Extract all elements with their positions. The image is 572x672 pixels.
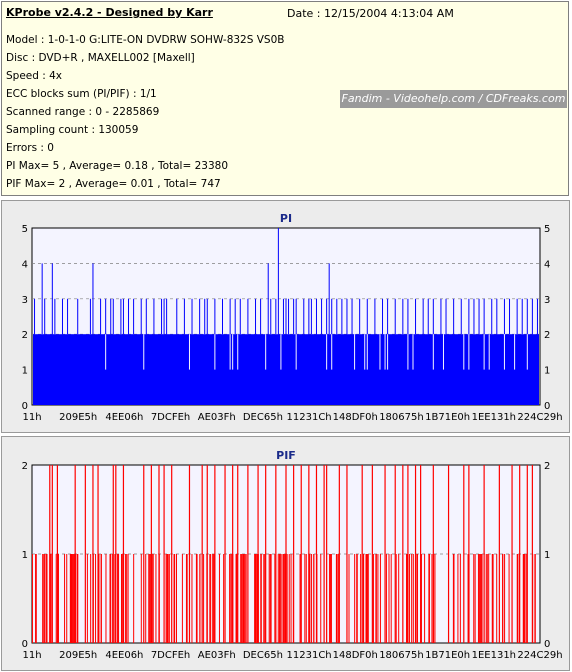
pif-chart-panel: PIF 0 0 1 1 2 2 11h 209E5h 4EE06h 7DCFEh AE03Fh DEC6… bbox=[1, 436, 570, 671]
x-tick-label: 148DF0h bbox=[333, 412, 378, 423]
pi-chart-panel: PI 0 0 1 1 2 2 3 3 4 4 5 5 11h 209E5h 4EE06h 7DCFEh AE03F… bbox=[1, 200, 570, 433]
x-tick-label: DEC65h bbox=[243, 412, 283, 423]
info-pi-stats: PI Max= 5 , Average= 0.18 , Total= 23380 bbox=[6, 160, 229, 172]
x-tick-label: 11h bbox=[22, 650, 41, 661]
y-tick-label-left: 0 bbox=[22, 639, 28, 650]
y-tick-label-right: 0 bbox=[544, 639, 550, 650]
x-tick-label: 11231Ch bbox=[287, 650, 332, 661]
info-ecc: ECC blocks sum (PI/PIF) : 1/1 bbox=[6, 88, 157, 100]
pif-chart: PIF 0 0 1 1 2 2 11h 209E5h 4EE06h 7DCFEh AE03Fh DEC6… bbox=[22, 449, 563, 661]
x-tick-label: 4EE06h bbox=[105, 412, 143, 423]
y-tick-label-left: 0 bbox=[22, 401, 28, 412]
y-tick-label-left: 1 bbox=[22, 366, 28, 377]
y-tick-label-left: 1 bbox=[22, 550, 28, 561]
y-tick-label-right: 0 bbox=[544, 401, 550, 412]
y-tick-label-right: 4 bbox=[544, 259, 550, 270]
x-tick-label: 1EE131h bbox=[472, 412, 516, 423]
pi-chart: PI 0 0 1 1 2 2 3 3 4 4 5 5 11h 209E5h 4EE06h 7DCFEh AE03F… bbox=[22, 212, 563, 423]
info-disc: Disc : DVD+R , MAXELL002 [Maxell] bbox=[6, 52, 195, 64]
x-tick-label: 7DCFEh bbox=[151, 650, 190, 661]
app-title: KProbe v2.4.2 - Designed by Karr bbox=[6, 6, 213, 19]
info-pif-stats: PIF Max= 2 , Average= 0.01 , Total= 747 bbox=[6, 178, 221, 190]
x-tick-label: DEC65h bbox=[243, 650, 283, 661]
info-model: Model : 1-0-1-0 G:LITE-ON DVDRW SOHW-832… bbox=[6, 34, 285, 46]
x-tick-label: 180675h bbox=[379, 412, 424, 423]
chart-title: PI bbox=[280, 212, 292, 225]
chart-title: PIF bbox=[276, 449, 296, 462]
x-tick-label: 209E5h bbox=[59, 412, 97, 423]
x-tick-label: 7DCFEh bbox=[151, 412, 190, 423]
x-tick-label: 1B71E0h bbox=[425, 650, 470, 661]
info-range: Scanned range : 0 - 2285869 bbox=[6, 106, 160, 118]
y-tick-label-right: 2 bbox=[544, 330, 550, 341]
x-tick-label: AE03Fh bbox=[198, 412, 236, 423]
y-tick-label-left: 5 bbox=[22, 224, 28, 235]
x-tick-label: 209E5h bbox=[59, 650, 97, 661]
y-tick-label-right: 2 bbox=[544, 461, 550, 472]
scan-date: Date : 12/15/2004 4:13:04 AM bbox=[287, 7, 454, 20]
pi-baseline-fill bbox=[33, 334, 539, 405]
y-tick-label-right: 1 bbox=[544, 550, 550, 561]
x-tick-label: 1B71E0h bbox=[425, 412, 470, 423]
y-tick-label-left: 2 bbox=[22, 330, 28, 341]
y-tick-label-left: 3 bbox=[22, 295, 28, 306]
x-tick-label: 4EE06h bbox=[105, 650, 143, 661]
y-tick-label-right: 3 bbox=[544, 295, 550, 306]
info-sampling: Sampling count : 130059 bbox=[6, 124, 139, 136]
y-tick-label-left: 4 bbox=[22, 259, 28, 270]
y-tick-label-right: 1 bbox=[544, 366, 550, 377]
x-tick-label: 1EE131h bbox=[472, 650, 516, 661]
watermark: Fandim - Videohelp.com / CDFreaks.com bbox=[340, 90, 567, 108]
info-errors: Errors : 0 bbox=[6, 142, 54, 154]
x-tick-label: 224C29h bbox=[517, 650, 562, 661]
x-tick-label: 224C29h bbox=[517, 412, 562, 423]
x-tick-label: 11231Ch bbox=[287, 412, 332, 423]
y-tick-label-right: 5 bbox=[544, 224, 550, 235]
y-tick-label-left: 2 bbox=[22, 461, 28, 472]
info-speed: Speed : 4x bbox=[6, 70, 63, 82]
x-tick-label: AE03Fh bbox=[198, 650, 236, 661]
x-tick-label: 11h bbox=[22, 412, 41, 423]
x-tick-label: 148DF0h bbox=[333, 650, 378, 661]
x-tick-label: 180675h bbox=[379, 650, 424, 661]
